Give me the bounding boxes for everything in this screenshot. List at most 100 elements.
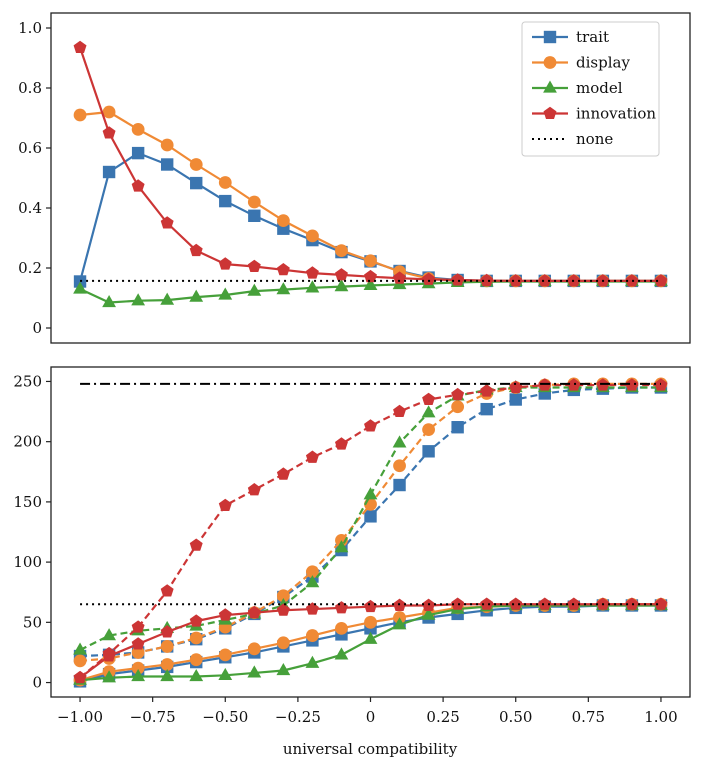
data-point (160, 138, 174, 152)
top-y-tick-label: 0.2 (18, 259, 42, 277)
legend-box (521, 21, 660, 157)
legend-item-innovation: innovation (532, 105, 656, 123)
data-point (364, 510, 377, 523)
legend-label: trait (576, 28, 609, 46)
data-point (189, 289, 204, 302)
bottom-y-tick-label: 0 (32, 674, 42, 692)
data-point (247, 642, 261, 656)
data-point (131, 122, 145, 136)
data-point (276, 263, 290, 276)
bottom-x-tick-label: 0 (366, 708, 376, 726)
data-point (625, 378, 639, 391)
bottom-x-tick-label: 0.75 (572, 708, 605, 726)
data-point (422, 272, 436, 285)
data-point (451, 400, 465, 414)
data-point (218, 498, 232, 511)
data-point (422, 423, 435, 437)
data-point (509, 274, 523, 287)
data-point (451, 597, 465, 610)
data-point (364, 254, 377, 268)
data-point (654, 274, 668, 287)
data-point (364, 419, 377, 432)
top-y-tick-label: 0.8 (18, 79, 42, 97)
data-point (131, 293, 146, 306)
data-point (480, 273, 494, 287)
data-point (102, 126, 116, 139)
legend-label: innovation (576, 105, 656, 123)
legend-item-none: none (532, 130, 613, 148)
data-point (393, 271, 407, 284)
data-point (363, 487, 378, 500)
data-point (218, 287, 233, 300)
data-point (305, 655, 320, 668)
data-point (189, 614, 203, 627)
data-point (247, 605, 261, 619)
data-point (160, 669, 175, 682)
data-point (363, 277, 378, 291)
data-point (73, 654, 87, 668)
data-point (189, 653, 203, 667)
data-point (160, 625, 174, 638)
data-point (160, 640, 174, 653)
data-point (654, 597, 668, 610)
data-point (276, 214, 290, 228)
data-point (247, 665, 262, 678)
data-point (102, 628, 116, 641)
data-point (335, 244, 348, 257)
data-point (538, 597, 552, 610)
data-point (334, 540, 349, 553)
bottom-axes-frame (50, 366, 691, 698)
data-point (131, 146, 145, 160)
bottom-panel: 0 50 100 150 200 250 −1.00 −0.75 −0.50 −0.25 0 0.25… (13, 366, 691, 726)
top-y-tick-label: 0.4 (18, 199, 42, 217)
data-point (73, 108, 87, 122)
data-point (509, 380, 523, 393)
data-point (276, 636, 290, 650)
data-point (276, 603, 290, 616)
data-point (334, 647, 349, 660)
data-point (218, 608, 232, 621)
data-point (102, 165, 116, 179)
data-point (305, 450, 319, 463)
data-point (276, 282, 291, 295)
data-point (392, 435, 407, 448)
data-point (509, 597, 523, 610)
data-point (654, 378, 668, 391)
data-point (335, 621, 348, 635)
data-point (334, 437, 348, 450)
top-panel: 0 0.2 0.4 0.6 0.8 1.0 (18, 12, 691, 344)
legend-marker-triangle (543, 80, 557, 93)
data-point (625, 274, 639, 287)
data-point (334, 601, 348, 614)
legend-label: display (576, 54, 630, 72)
data-point (305, 575, 320, 588)
data-point (567, 378, 581, 391)
legend-item-display: display (532, 54, 630, 72)
data-point (276, 663, 291, 676)
top-y-tick-label: 0 (32, 319, 42, 337)
data-point (218, 667, 233, 680)
data-point (625, 597, 639, 610)
bottom-x-tick-label: 0.25 (426, 708, 459, 726)
data-point (421, 405, 436, 418)
data-point (334, 268, 348, 281)
data-point (393, 404, 407, 418)
data-point (160, 158, 174, 171)
data-point (276, 467, 290, 480)
data-point (73, 281, 87, 294)
legend-marker-square (543, 30, 557, 44)
bottom-x-tick-label: −0.75 (130, 708, 176, 726)
x-axis-label: universal compatibility (283, 740, 458, 758)
data-point (218, 176, 232, 189)
data-point (509, 393, 522, 406)
bottom-y-tick-label: 150 (13, 493, 42, 511)
data-point (190, 176, 203, 190)
legend-marker-circle (543, 56, 557, 69)
data-point (102, 105, 116, 119)
data-point (451, 387, 465, 401)
data-point (189, 243, 203, 257)
data-point (392, 617, 407, 630)
data-point (189, 669, 204, 682)
data-point (73, 40, 87, 53)
legend-item-trait: trait (532, 28, 609, 46)
